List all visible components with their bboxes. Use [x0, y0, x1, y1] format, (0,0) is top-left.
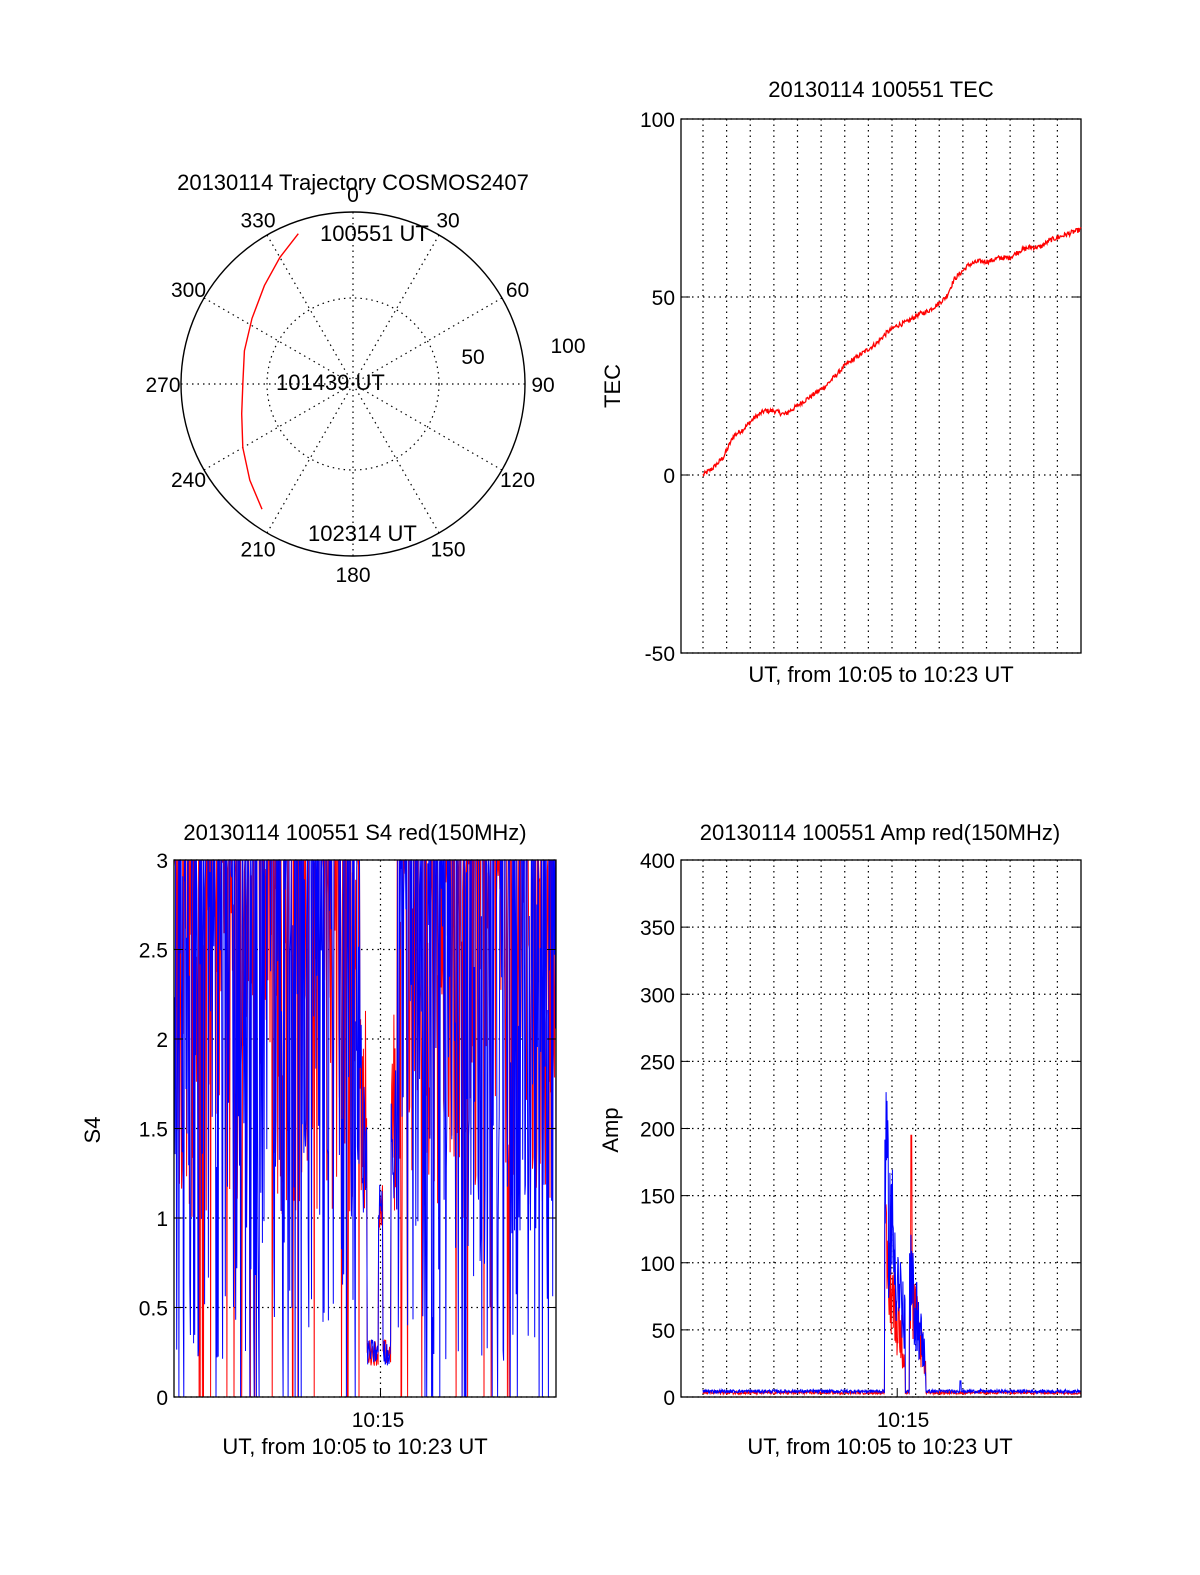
polar-angle-label-60: 60 — [506, 279, 529, 302]
s4-y-label: S4 — [80, 1117, 105, 1144]
polar-spoke-330 — [266, 234, 354, 385]
s4-ytick-label-1: 0.5 — [139, 1298, 168, 1321]
polar-angle-label-330: 330 — [240, 210, 275, 233]
amp-ytick-label-4: 200 — [640, 1119, 675, 1142]
amp-ytick-label-8: 400 — [640, 850, 675, 873]
polar-radius-label-100: 100 — [550, 335, 585, 358]
amp-ytick-label-5: 250 — [640, 1051, 675, 1074]
trajectory-line — [240, 233, 299, 510]
polar-angle-label-300: 300 — [171, 279, 206, 302]
polar-angle-label-0: 0 — [347, 184, 359, 207]
polar-trajectory-chart: 20130114 Trajectory COSMOS2407 0 30 60 90 12… — [145, 170, 585, 587]
polar-angle-label-240: 240 — [171, 469, 206, 492]
s4-ytick-label-5: 2.5 — [139, 940, 168, 963]
amp-ytick-label-3: 150 — [640, 1186, 675, 1209]
tec-ytick-label-3: 100 — [640, 109, 675, 132]
tec-ytick-label-0: -50 — [645, 643, 675, 666]
polar-angle-label-180: 180 — [335, 564, 370, 587]
s4-blue-series — [173, 859, 557, 1398]
amp-x-tick-label: 10:15 — [877, 1409, 930, 1432]
tec-x-label: UT, from 10:05 to 10:23 UT — [748, 662, 1013, 687]
tec-chart: 20130114 100551 TEC -50 0 50 100 TEC UT, fr… — [600, 77, 1082, 687]
s4-chart: 20130114 100551 S4 red(150MHz) 0 0.5 1 1.5 2… — [80, 820, 557, 1459]
amp-y-label: Amp — [598, 1107, 623, 1152]
tec-ytick-label-1: 0 — [663, 465, 675, 488]
polar-angle-label-150: 150 — [430, 539, 465, 562]
amp-ytick-label-2: 100 — [640, 1253, 675, 1276]
tec-plot-frame — [680, 118, 1082, 654]
s4-ytick-label-4: 2 — [156, 1029, 168, 1052]
amp-ytick-label-6: 300 — [640, 984, 675, 1007]
amp-x-label: UT, from 10:05 to 10:23 UT — [747, 1434, 1012, 1459]
polar-title: 20130114 Trajectory COSMOS2407 — [177, 170, 529, 195]
amp-title: 20130114 100551 Amp red(150MHz) — [700, 820, 1060, 845]
s4-ytick-label-3: 1.5 — [139, 1119, 168, 1142]
polar-spoke-210 — [266, 383, 354, 534]
polar-angle-label-120: 120 — [500, 469, 535, 492]
tec-ytick-label-2: 50 — [652, 287, 675, 310]
polar-spoke-120 — [352, 383, 503, 471]
polar-angle-label-210: 210 — [240, 539, 275, 562]
s4-ytick-label-6: 3 — [156, 850, 168, 873]
s4-ytick-label-2: 1 — [156, 1208, 168, 1231]
polar-spoke-150 — [352, 383, 440, 534]
polar-spoke-240 — [203, 383, 354, 471]
s4-x-label: UT, from 10:05 to 10:23 UT — [222, 1434, 487, 1459]
start-time-annotation: 100551 UT — [320, 221, 429, 246]
amp-chart: 20130114 100551 Amp red(150MHz) 0 50 100 15… — [598, 820, 1082, 1459]
amp-ytick-label-0: 0 — [663, 1387, 675, 1410]
polar-spoke-30 — [352, 234, 440, 385]
tec-y-label: TEC — [600, 364, 625, 408]
s4-ytick-label-0: 0 — [156, 1387, 168, 1410]
tec-title: 20130114 100551 TEC — [768, 77, 994, 102]
polar-radius-label-50: 50 — [461, 346, 484, 369]
tec-series-line — [702, 227, 1082, 478]
polar-spoke-300 — [203, 297, 354, 385]
amp-blue-series — [702, 1092, 1082, 1395]
polar-angle-label-270: 270 — [145, 374, 180, 397]
s4-x-tick-label: 10:15 — [352, 1409, 405, 1432]
mid-time-annotation: 101439 UT — [276, 370, 385, 395]
amp-ytick-label-1: 50 — [652, 1320, 675, 1343]
polar-spoke-60 — [352, 297, 503, 385]
end-time-annotation: 102314 UT — [308, 521, 417, 546]
polar-inner-circle — [266, 297, 440, 471]
polar-angle-label-90: 90 — [531, 374, 554, 397]
s4-title: 20130114 100551 S4 red(150MHz) — [183, 820, 526, 845]
amp-ytick-label-7: 350 — [640, 917, 675, 940]
amp-plot-frame — [680, 859, 1082, 1398]
polar-angle-label-30: 30 — [436, 210, 459, 233]
